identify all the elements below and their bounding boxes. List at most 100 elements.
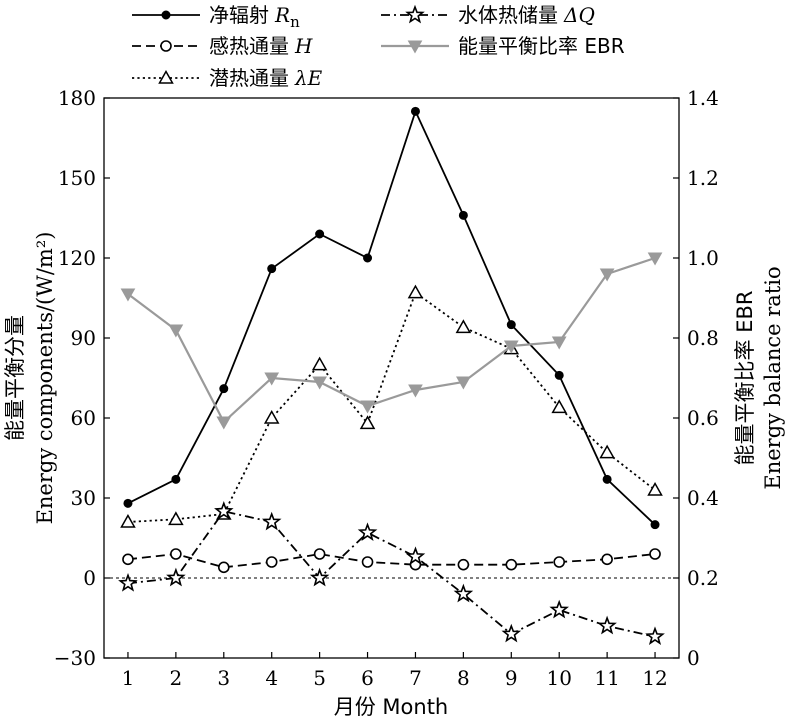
data-point-rn — [602, 474, 612, 484]
legend-item-rn: 净辐射 Rn — [132, 3, 300, 31]
y-axis-right-label: 能量平衡比率 EBR Energy balance ratio — [733, 266, 785, 489]
legend-label-rn: 净辐射 — [209, 3, 269, 27]
data-point-dq — [645, 626, 665, 645]
data-point-ebr — [408, 384, 423, 398]
data-point-h — [553, 556, 566, 568]
data-point-ebr — [216, 416, 232, 430]
legend-label-h: 感热通量 — [209, 34, 289, 58]
y-tick-label: 60 — [71, 406, 96, 430]
y-right-tick-label: 1.4 — [687, 86, 719, 110]
data-point-h — [122, 553, 134, 566]
data-point-h — [313, 548, 326, 560]
y-right-tick-label: 1.0 — [687, 246, 719, 270]
x-tick-label: 6 — [361, 666, 374, 690]
data-point-le — [120, 513, 136, 528]
data-point-rn — [123, 498, 133, 508]
data-point-dq — [597, 615, 617, 635]
legend: 净辐射 Rn 感热通量 H 潜热通量 λE 水体热储量 ΔQ 能量平衡比率 EBR — [132, 3, 625, 90]
data-point-le — [311, 356, 328, 371]
data-point-rn — [219, 384, 229, 394]
y-axis-right-label-cn: 能量平衡比率 EBR — [733, 291, 757, 466]
data-point-ebr — [120, 288, 136, 302]
x-tick-label: 1 — [122, 666, 135, 690]
data-point-dq — [166, 567, 186, 587]
data-point-dq — [549, 599, 569, 619]
y-tick-label: −30 — [54, 646, 96, 670]
x-tick-label: 11 — [594, 666, 619, 690]
x-tick-label: 7 — [409, 666, 422, 690]
x-tick-label: 8 — [457, 666, 470, 690]
data-point-rn — [171, 474, 181, 484]
axis-ticks: 1 2 3 4 5 6 7 8 9 10 11 12−30030609012015018000.20.… — [54, 86, 719, 690]
legend-item-ebr: 能量平衡比率 EBR — [381, 34, 625, 58]
legend-marker-h — [160, 40, 172, 52]
data-point-h — [361, 556, 374, 568]
y-right-tick-label: 0.4 — [687, 486, 719, 510]
x-tick-label: 9 — [505, 666, 518, 690]
y-right-tick-label: 0.8 — [687, 326, 719, 350]
x-tick-label: 4 — [265, 666, 278, 690]
y-tick-label: 30 — [71, 486, 96, 510]
series-line-dq — [127, 510, 656, 638]
series-line-ebr — [127, 256, 656, 424]
legend-symbol-rn: R — [274, 3, 290, 27]
x-axis-label: 月份 Month — [334, 695, 449, 719]
data-point-h — [601, 553, 613, 566]
legend-marker-le — [158, 69, 174, 84]
legend-item-le: 潜热通量 λE — [132, 66, 323, 90]
x-tick-label: 2 — [170, 666, 183, 690]
legend-marker-dq — [405, 4, 425, 24]
data-point-h — [265, 556, 278, 568]
data-point-h — [649, 548, 661, 560]
data-point-dq — [405, 546, 426, 565]
data-point-h — [170, 548, 182, 560]
y-tick-label: 150 — [58, 166, 96, 190]
y-axis-label: 能量平衡分量 Energy components/(W/m²) — [3, 232, 57, 525]
data-point-rn — [554, 370, 564, 380]
data-point-rn — [506, 320, 516, 330]
x-tick-label: 3 — [217, 666, 230, 690]
y-axis-label-cn: 能量平衡分量 — [3, 315, 27, 441]
data-point-dq — [453, 583, 474, 603]
data-point-le — [551, 399, 567, 414]
data-point-le — [647, 481, 663, 496]
data-point-ebr — [599, 268, 615, 282]
data-point-dq — [357, 522, 378, 541]
series-line-rn — [127, 108, 656, 526]
data-point-dq — [501, 623, 522, 643]
x-tick-label: 12 — [642, 666, 667, 690]
data-point-h — [505, 558, 518, 571]
legend-label-ebr: 能量平衡比率 EBR — [458, 34, 625, 58]
legend-marker-rn — [161, 10, 171, 20]
data-point-le — [407, 284, 424, 299]
data-point-dq — [261, 511, 282, 531]
data-point-le — [599, 444, 615, 459]
data-point-ebr — [264, 372, 280, 386]
y-right-tick-label: 0.2 — [687, 566, 719, 590]
legend-item-dq: 水体热储量 ΔQ — [381, 3, 595, 27]
data-point-ebr — [168, 324, 184, 338]
legend-item-h: 感热通量 H — [132, 34, 313, 58]
y-right-tick-label: 0 — [687, 646, 700, 670]
data-point-ebr — [551, 336, 567, 350]
data-point-rn — [267, 264, 277, 274]
legend-marker-ebr — [407, 40, 423, 54]
y-axis-right-label-en: Energy balance ratio — [761, 266, 785, 489]
y-tick-label: 180 — [58, 86, 96, 110]
data-point-le — [168, 511, 184, 526]
data-point-h — [217, 561, 230, 574]
legend-subscript-rn: n — [290, 13, 300, 31]
data-point-ebr — [360, 400, 375, 414]
data-point-dq — [309, 567, 330, 587]
x-tick-label: 10 — [546, 666, 571, 690]
y-right-tick-label: 0.6 — [687, 406, 719, 430]
x-tick-label: 5 — [313, 666, 326, 690]
series-line-le — [127, 291, 656, 523]
data-point-rn — [363, 253, 373, 263]
legend-label-le: 潜热通量 — [209, 66, 289, 90]
data-point-ebr — [312, 376, 327, 390]
